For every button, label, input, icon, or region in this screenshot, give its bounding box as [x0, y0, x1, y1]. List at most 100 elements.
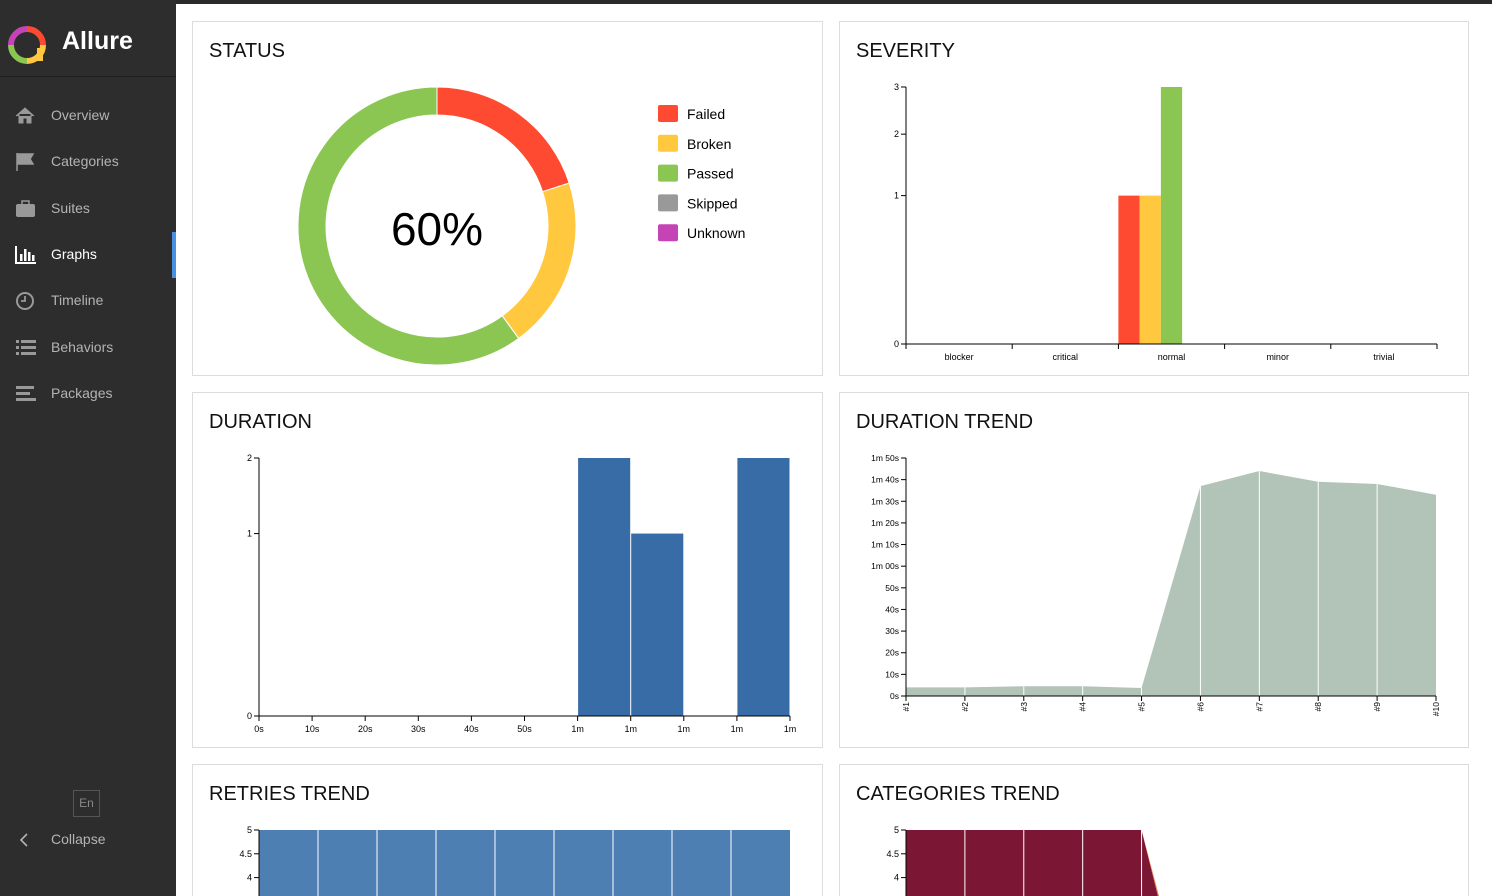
- card-title: DURATION TREND: [856, 411, 1033, 433]
- x-tick-label: #3: [1019, 702, 1029, 712]
- legend-swatch: [658, 164, 678, 182]
- x-tick-label: 1m: [731, 724, 744, 734]
- brand[interactable]: Allure: [0, 4, 176, 77]
- x-tick-label: #6: [1195, 702, 1205, 712]
- nav-label: Overview: [51, 107, 110, 123]
- nav-item[interactable]: Behaviors: [0, 325, 176, 371]
- y-tick-label: 1: [894, 191, 899, 201]
- x-tick-label: 1m: [624, 724, 637, 734]
- nav-label: Timeline: [51, 292, 104, 309]
- collapse-icon: [19, 833, 28, 847]
- x-tick-label: #2: [960, 702, 970, 712]
- y-tick-label: 1m 00s: [871, 561, 899, 571]
- center-label: 60%: [391, 203, 483, 255]
- y-tick-label: 50s: [885, 583, 899, 593]
- x-tick-label: #8: [1313, 702, 1323, 712]
- legend-swatch: [658, 105, 678, 122]
- legend-label: Unknown: [687, 225, 745, 241]
- legend-swatch: [658, 134, 678, 152]
- nav-label: Suites: [51, 199, 90, 216]
- nav-icon: [16, 385, 36, 401]
- x-tick-label: 10s: [305, 724, 320, 734]
- x-tick-label: critical: [1053, 352, 1079, 362]
- area: [259, 830, 790, 896]
- y-tick-label: 1m 40s: [871, 475, 899, 485]
- y-tick-label: 10s: [885, 669, 899, 679]
- x-tick-label: #7: [1254, 702, 1264, 712]
- card-title: CATEGORIES TREND: [856, 783, 1060, 805]
- y-tick-label: 4.5: [886, 849, 899, 859]
- nav-label: Categories: [51, 153, 119, 170]
- language-button[interactable]: En: [73, 790, 100, 817]
- legend-swatch: [658, 224, 678, 242]
- nav-item[interactable]: Suites: [0, 186, 176, 232]
- y-tick-label: 1m 30s: [871, 496, 899, 506]
- nav-item[interactable]: Packages: [0, 371, 176, 417]
- pie-slice: [297, 86, 520, 366]
- x-tick-label: #9: [1372, 702, 1382, 712]
- y-tick-label: 1m 20s: [871, 518, 899, 528]
- x-tick-label: blocker: [945, 352, 974, 362]
- nav-icon: [15, 245, 36, 264]
- card-title: SEVERITY: [856, 40, 955, 62]
- y-tick-label: 2: [247, 453, 252, 463]
- y-tick-label: 1: [247, 529, 252, 539]
- y-tick-label: 4: [247, 873, 252, 883]
- area: [906, 830, 1158, 896]
- nav-item[interactable]: Overview: [0, 93, 176, 139]
- y-tick-label: 4: [894, 873, 899, 883]
- bar: [1160, 87, 1183, 344]
- x-tick-label: normal: [1158, 352, 1186, 362]
- nav-icon: [16, 339, 36, 355]
- x-tick-label: #1: [901, 702, 911, 712]
- legend-label: Failed: [687, 106, 725, 122]
- y-tick-label: 0s: [890, 691, 899, 701]
- x-tick-label: minor: [1266, 352, 1289, 362]
- y-tick-label: 30s: [885, 626, 899, 636]
- legend-label: Passed: [687, 166, 734, 182]
- y-tick-label: 2: [894, 129, 899, 139]
- nav-label: Packages: [51, 384, 113, 401]
- y-tick-label: 4.5: [239, 849, 252, 859]
- top-bar: [0, 0, 1492, 4]
- y-tick-label: 40s: [885, 604, 899, 614]
- bar: [1139, 195, 1161, 344]
- legend-label: Broken: [687, 136, 731, 152]
- x-tick-label: 40s: [464, 724, 479, 734]
- y-tick-label: 5: [247, 825, 252, 835]
- nav-icon: [16, 292, 34, 311]
- card-title: DURATION: [209, 411, 312, 433]
- logo: [8, 26, 46, 64]
- x-tick-label: 0s: [254, 724, 264, 734]
- histogram-bar: [737, 458, 790, 716]
- x-tick-label: 20s: [358, 724, 373, 734]
- nav-item[interactable]: Timeline: [0, 278, 176, 324]
- nav-item[interactable]: Graphs: [0, 231, 176, 278]
- x-tick-label: 1m: [678, 724, 691, 734]
- card-title: STATUS: [209, 40, 285, 62]
- x-tick-label: trivial: [1373, 352, 1394, 362]
- nav-label: Graphs: [51, 245, 97, 262]
- x-tick-label: #4: [1078, 702, 1088, 712]
- y-tick-label: 0: [894, 339, 899, 349]
- brand-name: Allure: [62, 27, 133, 55]
- card-title: RETRIES TREND: [209, 783, 370, 805]
- y-tick-label: 20s: [885, 648, 899, 658]
- collapse-button[interactable]: Collapse: [51, 831, 106, 847]
- x-tick-label: 1m: [784, 724, 797, 734]
- nav-label: Behaviors: [51, 338, 114, 355]
- x-tick-label: #10: [1431, 702, 1441, 716]
- y-tick-label: 3: [894, 82, 899, 92]
- y-tick-label: 1m 50s: [871, 453, 899, 463]
- card: [192, 392, 823, 748]
- nav-item[interactable]: Categories: [0, 139, 176, 185]
- x-tick-label: 50s: [517, 724, 532, 734]
- sidebar: Allure Overview Categories Suites Graphs Tim…: [0, 0, 176, 896]
- x-tick-label: 1m: [571, 724, 584, 734]
- nav-icon: [16, 153, 35, 172]
- y-tick-label: 0: [247, 711, 252, 721]
- x-tick-label: 30s: [411, 724, 426, 734]
- area: [906, 470, 1436, 696]
